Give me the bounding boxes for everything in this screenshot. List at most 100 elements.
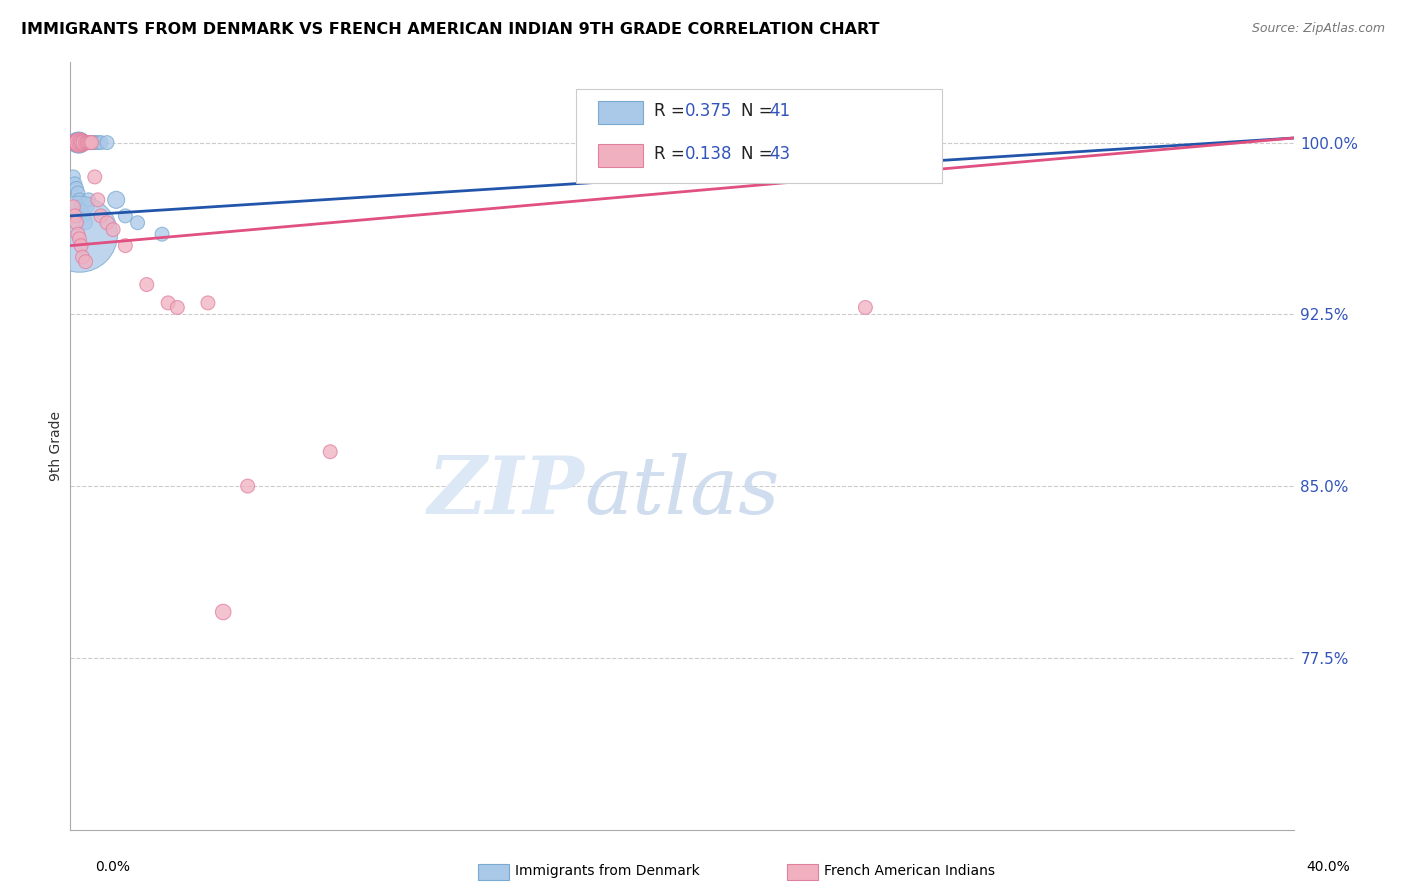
Point	[70, 136, 93, 150]
Point	[869, 136, 891, 150]
Point	[135, 277, 157, 292]
Point	[75, 136, 97, 150]
Point	[65, 136, 87, 150]
Point	[73, 209, 96, 223]
Point	[101, 222, 124, 236]
Point	[236, 479, 259, 493]
Point	[67, 136, 90, 150]
Point	[77, 136, 100, 150]
Point	[73, 136, 96, 150]
Point	[127, 216, 149, 230]
Point	[114, 238, 136, 252]
Point	[62, 136, 84, 150]
Point	[82, 136, 104, 150]
Point	[76, 136, 98, 150]
Text: N =: N =	[741, 103, 778, 120]
Text: R =: R =	[654, 145, 690, 163]
Point	[75, 254, 97, 268]
Point	[62, 169, 84, 184]
Point	[80, 136, 103, 150]
Point	[66, 136, 89, 150]
Point	[76, 136, 98, 150]
Point	[70, 238, 93, 252]
Point	[87, 193, 110, 207]
Point	[77, 193, 100, 207]
Point	[70, 200, 93, 214]
Point	[69, 232, 91, 246]
Point	[79, 136, 101, 150]
Y-axis label: 9th Grade: 9th Grade	[49, 411, 63, 481]
Text: ZIP: ZIP	[427, 453, 583, 531]
Text: Immigrants from Denmark: Immigrants from Denmark	[515, 864, 699, 879]
Point	[73, 136, 96, 150]
Text: 0.375: 0.375	[685, 103, 733, 120]
Text: atlas: atlas	[583, 453, 779, 531]
Point	[319, 444, 342, 458]
Text: N =: N =	[741, 145, 778, 163]
Text: 40.0%: 40.0%	[1306, 860, 1350, 874]
Point	[69, 136, 91, 150]
Point	[63, 136, 86, 150]
Point	[69, 227, 91, 242]
Text: 0.138: 0.138	[685, 145, 733, 163]
Point	[197, 296, 219, 310]
Point	[66, 227, 89, 242]
Point	[63, 177, 86, 191]
Point	[70, 136, 93, 150]
Point	[90, 136, 112, 150]
Point	[96, 136, 118, 150]
Point	[62, 136, 84, 150]
Point	[65, 136, 87, 150]
Point	[114, 209, 136, 223]
Point	[66, 186, 89, 200]
Point	[72, 250, 94, 264]
Text: 0.0%: 0.0%	[96, 860, 131, 874]
Point	[76, 200, 98, 214]
Point	[66, 136, 89, 150]
Point	[77, 136, 100, 150]
Point	[69, 193, 91, 207]
Point	[63, 209, 86, 223]
Point	[96, 216, 118, 230]
Point	[62, 136, 84, 150]
Point	[70, 136, 93, 150]
Point	[90, 209, 112, 223]
Point	[62, 136, 84, 150]
Point	[65, 181, 87, 195]
Point	[72, 136, 94, 150]
Text: French American Indians: French American Indians	[824, 864, 995, 879]
Point	[70, 136, 93, 150]
Text: 41: 41	[769, 103, 790, 120]
Point	[72, 204, 94, 219]
Point	[67, 136, 90, 150]
Point	[166, 301, 188, 315]
Point	[75, 136, 97, 150]
Point	[105, 193, 128, 207]
Point	[63, 136, 86, 150]
Point	[79, 136, 101, 150]
Point	[66, 136, 89, 150]
Text: 43: 43	[769, 145, 790, 163]
Point	[855, 301, 877, 315]
Point	[75, 216, 97, 230]
Point	[80, 136, 103, 150]
Point	[60, 136, 83, 150]
Point	[62, 200, 84, 214]
Point	[83, 136, 105, 150]
Point	[66, 136, 89, 150]
Point	[65, 216, 87, 230]
Point	[65, 136, 87, 150]
Point	[65, 136, 87, 150]
Text: IMMIGRANTS FROM DENMARK VS FRENCH AMERICAN INDIAN 9TH GRADE CORRELATION CHART: IMMIGRANTS FROM DENMARK VS FRENCH AMERIC…	[21, 22, 880, 37]
Point	[157, 296, 180, 310]
Point	[72, 136, 94, 150]
Point	[150, 227, 173, 242]
Point	[87, 136, 110, 150]
Point	[212, 605, 235, 619]
Point	[63, 136, 86, 150]
Point	[69, 136, 91, 150]
Text: Source: ZipAtlas.com: Source: ZipAtlas.com	[1251, 22, 1385, 36]
Point	[60, 136, 83, 150]
Point	[63, 136, 86, 150]
Text: R =: R =	[654, 103, 690, 120]
